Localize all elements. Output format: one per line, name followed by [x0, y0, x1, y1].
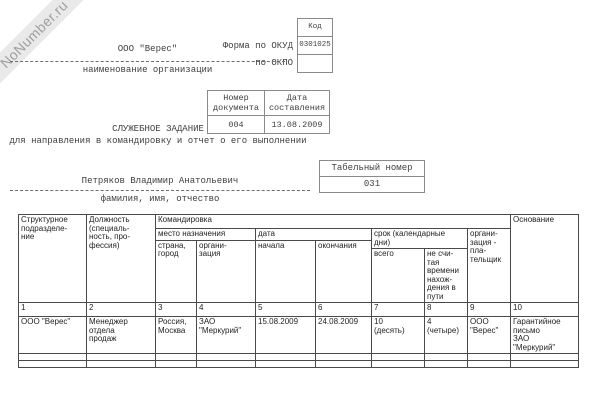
- doc-date-header: Дата составления: [264, 90, 330, 116]
- column-number: 5: [255, 302, 316, 317]
- document-title: СЛУЖЕБНОЕ ЗАДАНИЕ: [112, 124, 204, 134]
- empty-cell: [371, 353, 425, 361]
- empty-cell: [196, 360, 256, 368]
- column-number: 4: [196, 302, 256, 317]
- okpo-code-value: [298, 54, 332, 72]
- empty-cell: [18, 353, 87, 361]
- cell-department: ООО "Верес": [18, 316, 87, 354]
- cell-country-city: Россия, Москва: [155, 316, 197, 354]
- empty-cell: [315, 360, 372, 368]
- header-date: дата: [255, 228, 372, 241]
- employee-underline: [10, 182, 310, 191]
- column-number: 2: [86, 302, 156, 317]
- header-date-start: начала: [255, 239, 316, 303]
- employee-name: Петряков Владимир Анатольевич: [81, 176, 239, 186]
- employee-caption: фамилия, имя, отчество: [100, 194, 220, 204]
- okud-label: Форма по ОКУД: [222, 41, 293, 51]
- cell-position: Менеджер отдела продаж: [86, 316, 156, 354]
- empty-cell: [86, 360, 156, 368]
- empty-cell: [424, 360, 468, 368]
- cell-date-start: 15.08.2009: [255, 316, 316, 354]
- organization-caption: наименование организации: [82, 65, 213, 75]
- header-organization: органи- зация: [196, 239, 256, 303]
- column-number: 7: [371, 302, 425, 317]
- doc-number-date-table: Номер документа Дата составления 004 13.…: [207, 90, 330, 134]
- assignment-table: Структурное подразделе- ние Должность (с…: [18, 214, 580, 368]
- personnel-number-label: Табельный номер: [331, 163, 413, 173]
- header-date-end: окончания: [315, 239, 372, 303]
- empty-cell: [466, 360, 512, 368]
- header-department: Структурное подразделе- ние: [18, 214, 87, 303]
- column-number: 8: [424, 302, 468, 317]
- okud-code-value: 0301025: [298, 36, 332, 54]
- column-number: 1: [18, 302, 87, 317]
- empty-cell: [315, 353, 372, 361]
- empty-cell: [196, 353, 256, 361]
- doc-date-value: 13.08.2009: [264, 115, 330, 134]
- empty-cell: [255, 360, 316, 368]
- header-term-total: всего: [371, 248, 425, 303]
- empty-cell: [424, 353, 468, 361]
- empty-cell: [255, 353, 316, 361]
- cell-term-excluding: 4 (четыре): [424, 316, 468, 354]
- column-number: 9: [466, 302, 512, 317]
- doc-number-header: Номер документа: [207, 90, 265, 116]
- personnel-number-value: 031: [320, 176, 424, 192]
- code-box-header: Код: [308, 23, 322, 31]
- empty-cell: [18, 360, 87, 368]
- column-number: 10: [510, 302, 580, 317]
- header-term-excluding: не счи- тая времени нахож- дения в пути: [424, 248, 468, 303]
- empty-cell: [86, 353, 156, 361]
- header-payer: органи- зация - пла- тельщик: [466, 228, 512, 303]
- empty-cell: [510, 353, 580, 361]
- header-basis: Основание: [510, 214, 580, 303]
- header-country-city: страна, город: [155, 239, 197, 303]
- doc-number-value: 004: [207, 115, 265, 134]
- cell-term-total: 10 (десять): [371, 316, 425, 354]
- cell-payer: ООО "Верес": [466, 316, 512, 354]
- empty-cell: [155, 353, 197, 361]
- column-number: 6: [315, 302, 372, 317]
- document-subtitle: для направления в командировку и отчет о…: [9, 136, 307, 146]
- okpo-label: по ОКПО: [255, 58, 293, 68]
- organization-name: ООО "Верес": [117, 44, 178, 54]
- cell-date-end: 24.08.2009: [315, 316, 372, 354]
- empty-cell: [466, 353, 512, 361]
- cell-basis: Гарантийное письмо ЗАО "Меркурий": [510, 316, 580, 354]
- header-position: Должность (специаль- ность, про- фессия): [86, 214, 156, 303]
- personnel-number-box: Табельный номер 031: [319, 160, 425, 193]
- cell-organization: ЗАО "Меркурий": [196, 316, 256, 354]
- header-destination: место назначения: [155, 228, 256, 241]
- organization-underline: [10, 53, 285, 62]
- empty-cell: [510, 360, 580, 368]
- empty-cell: [371, 360, 425, 368]
- okud-code-box: Код 0301025: [297, 18, 333, 73]
- empty-cell: [155, 360, 197, 368]
- header-term: срок (календарные дни): [371, 228, 468, 249]
- column-number: 3: [155, 302, 197, 317]
- header-trip: Командировка: [154, 214, 512, 229]
